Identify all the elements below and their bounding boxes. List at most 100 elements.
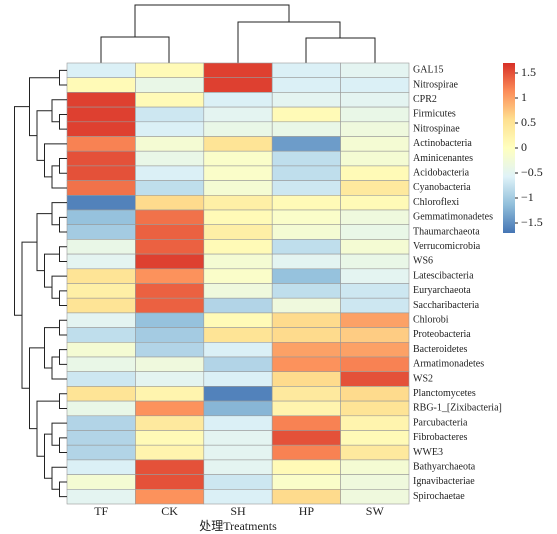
heatmap-cell — [135, 195, 205, 211]
heatmap-cell — [340, 459, 410, 475]
heatmap-cell — [271, 297, 341, 314]
colorbar-tick-label: −0.5 — [521, 165, 543, 179]
heatmap-cell — [271, 92, 341, 108]
heatmap-cell — [66, 415, 136, 431]
heatmap-cell — [203, 92, 273, 108]
row-label: RBG-1_[Zixibacteria] — [413, 403, 502, 414]
heatmap-cell — [135, 297, 205, 314]
heatmap-cell — [135, 430, 205, 446]
heatmap-cell — [340, 121, 410, 137]
heatmap-cell — [135, 239, 205, 255]
heatmap-cell — [66, 386, 136, 402]
row-label: CPR2 — [413, 94, 437, 105]
heatmap-cell — [135, 106, 205, 123]
heatmap-cell — [203, 77, 273, 93]
row-label: Aminicenantes — [413, 153, 473, 164]
heatmap-cell — [66, 62, 136, 78]
row-label: Cyanobacteria — [413, 182, 471, 193]
heatmap-cell — [271, 106, 341, 123]
heatmap-cell — [203, 459, 273, 475]
heatmap-cell — [340, 400, 410, 417]
row-label: Chloroflexi — [413, 197, 459, 208]
row-label: Firmicutes — [413, 109, 456, 120]
heatmap-cell — [66, 224, 136, 240]
heatmap-cell — [340, 62, 410, 78]
heatmap-cell — [135, 341, 205, 358]
heatmap-cell — [271, 121, 341, 137]
heatmap-cell — [340, 415, 410, 431]
heatmap-cell — [340, 92, 410, 108]
heatmap-cell — [203, 356, 273, 372]
row-label: Chlorobi — [413, 315, 449, 326]
heatmap-cell — [135, 327, 205, 343]
heatmap-cell — [66, 209, 136, 225]
column-label: SH — [230, 504, 246, 518]
row-label: Actinobacteria — [413, 138, 472, 149]
heatmap-cell — [340, 341, 410, 358]
heatmap-cell — [340, 106, 410, 123]
row-label: Bathyarchaeota — [413, 462, 476, 473]
heatmap-cell — [203, 430, 273, 446]
heatmap-cell — [340, 356, 410, 372]
heatmap-cell — [66, 341, 136, 358]
row-label: Proteobacteria — [413, 329, 471, 340]
heatmap-cell — [66, 444, 136, 461]
heatmap-cell — [66, 430, 136, 446]
heatmap-cell — [66, 283, 136, 299]
heatmap-cell — [271, 77, 341, 93]
column-label: TF — [94, 504, 108, 518]
heatmap-cell — [340, 77, 410, 93]
heatmap-cell — [203, 239, 273, 255]
column-label: SW — [366, 504, 385, 518]
heatmap-cell — [135, 165, 205, 181]
colorbar-tick-label: −1.5 — [521, 215, 543, 229]
heatmap-cell — [66, 106, 136, 123]
heatmap-cell — [66, 488, 136, 505]
heatmap-cell — [340, 430, 410, 446]
heatmap-cell — [203, 136, 273, 152]
heatmap-cell — [271, 488, 341, 505]
heatmap-cell — [203, 386, 273, 402]
heatmap-cell — [203, 209, 273, 225]
heatmap-cell — [203, 400, 273, 417]
heatmap-cell — [203, 341, 273, 358]
heatmap-cell — [203, 444, 273, 461]
row-label: Bacteroidetes — [413, 344, 468, 355]
heatmap-cell — [203, 180, 273, 196]
row-label: Latescibacteria — [413, 270, 474, 281]
heatmap-cell — [203, 224, 273, 240]
heatmap-cell — [135, 92, 205, 108]
heatmap-cell — [340, 224, 410, 240]
heatmap-cell — [203, 253, 273, 270]
heatmap-cell — [66, 77, 136, 93]
heatmap-cell — [271, 268, 341, 284]
heatmap-cell — [271, 327, 341, 343]
row-label: Saccharibacteria — [413, 300, 480, 311]
heatmap-cell — [135, 150, 205, 167]
heatmap-cell — [66, 165, 136, 181]
row-label: GAL15 — [413, 65, 444, 76]
row-label: Planctomycetes — [413, 388, 476, 399]
heatmap-cell — [203, 165, 273, 181]
row-dendrogram — [14, 69, 67, 498]
heatmap-cell — [66, 136, 136, 152]
heatmap-cell — [66, 297, 136, 314]
colorbar-tick-label: 1.5 — [521, 65, 536, 79]
heatmap-cell — [340, 165, 410, 181]
heatmap-cell — [271, 341, 341, 358]
heatmap-cell — [203, 268, 273, 284]
heatmap-cell — [340, 239, 410, 255]
heatmap-cell — [66, 195, 136, 211]
heatmap-cell — [66, 253, 136, 270]
heatmap-cell — [340, 371, 410, 387]
heatmap-cell — [135, 415, 205, 431]
heatmap-cell — [66, 150, 136, 167]
heatmap-cell — [271, 239, 341, 255]
row-label: Armatimonadetes — [413, 359, 484, 370]
heatmap-cell — [340, 297, 410, 314]
heatmap-cell — [135, 474, 205, 490]
heatmap-cell — [135, 180, 205, 196]
heatmap-cell — [271, 224, 341, 240]
heatmap-cell — [271, 283, 341, 299]
